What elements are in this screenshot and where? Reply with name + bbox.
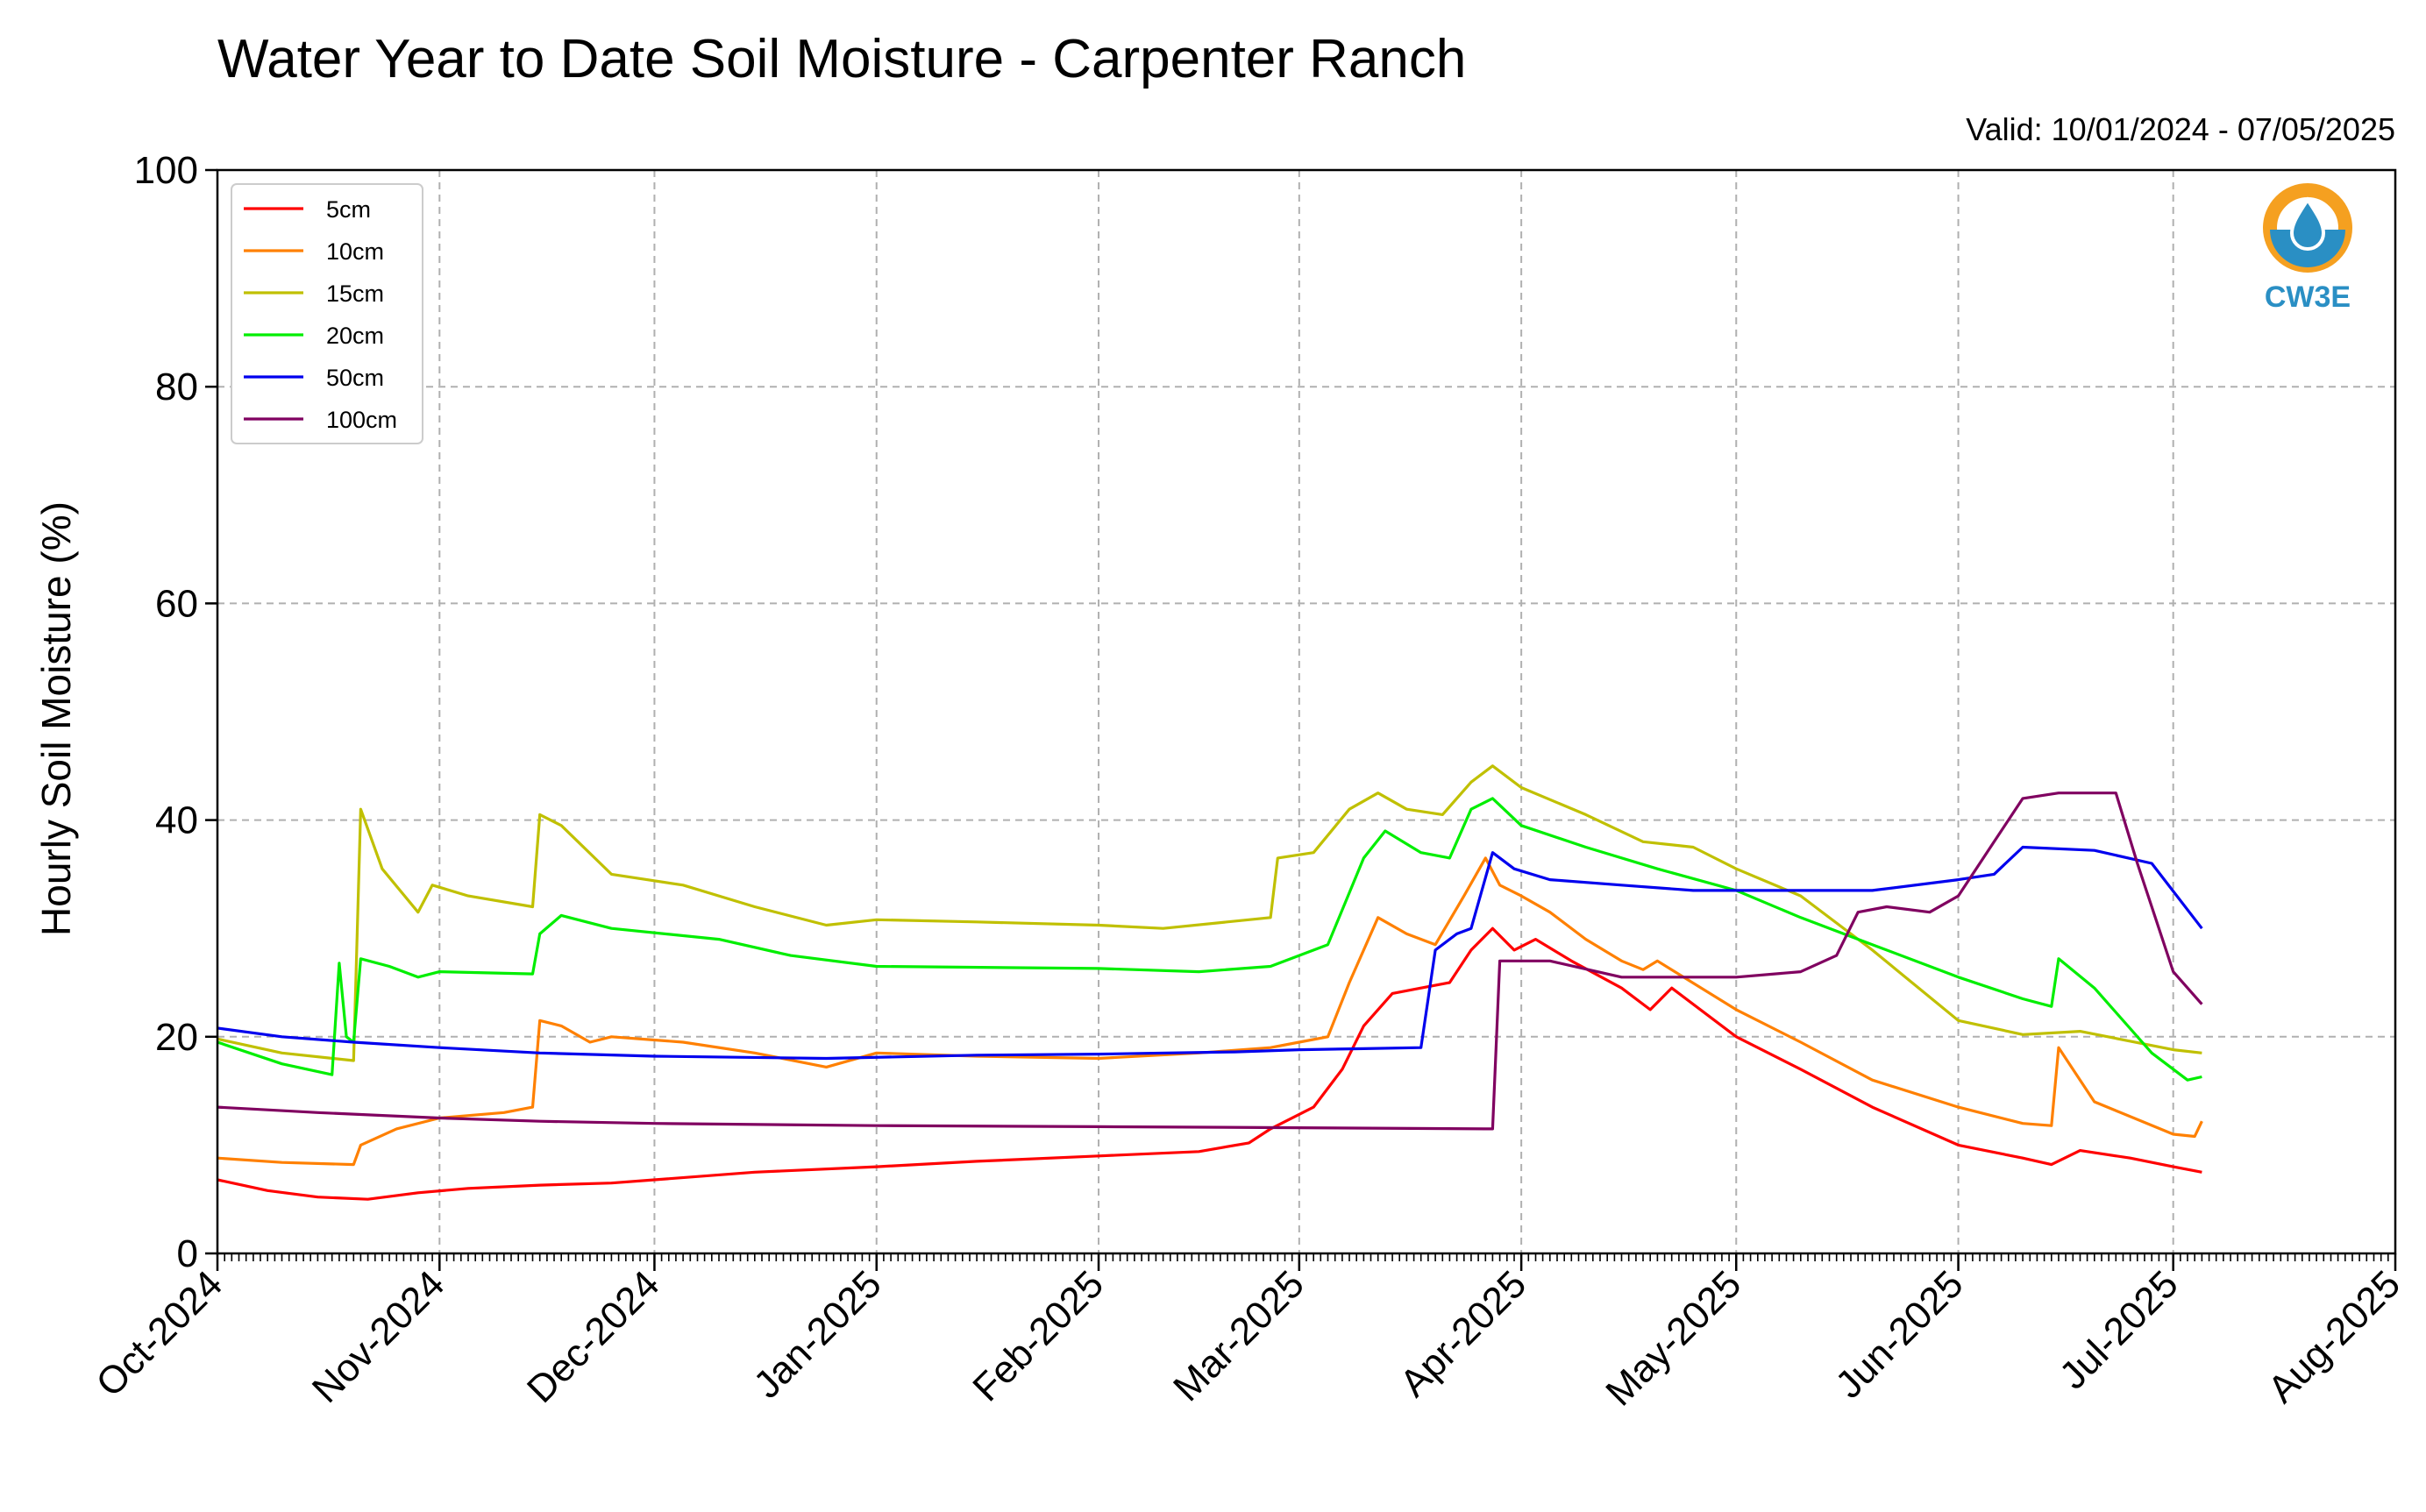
chart-title: Water Year to Date Soil Moisture - Carpe… xyxy=(217,29,1466,89)
y-tick-labels: 0 20 40 60 80 100 xyxy=(134,149,198,1275)
y-tick-label: 60 xyxy=(155,582,198,625)
y-tick-label: 100 xyxy=(134,149,198,192)
logo-text: CW3E xyxy=(2265,280,2351,314)
x-tick-labels: Oct-2024 Nov-2024 Dec-2024 Jan-2025 Feb-2025… xyxy=(88,1262,2408,1414)
x-tick-label: Mar-2025 xyxy=(1165,1262,1313,1409)
y-tick-label: 0 xyxy=(177,1232,198,1275)
x-tick-label: May-2025 xyxy=(1597,1262,1749,1414)
x-tick-label: Jun-2025 xyxy=(1827,1262,1971,1406)
series-line-5cm xyxy=(217,926,2202,1201)
y-axis-label: Hourly Soil Moisture (%) xyxy=(33,501,79,936)
legend: 5cm 10cm 15cm 20cm 50cm 100cm xyxy=(231,183,423,444)
x-tick-label: Aug-2025 xyxy=(2259,1262,2408,1411)
legend-label-100cm: 100cm xyxy=(326,407,397,433)
series-group xyxy=(217,764,2203,1201)
series-line-100cm xyxy=(217,791,2203,1131)
x-tick-label: Feb-2025 xyxy=(964,1262,1112,1409)
y-tick-label: 20 xyxy=(155,1016,198,1059)
series-line-15cm xyxy=(217,764,2202,1062)
x-tick-label: Oct-2024 xyxy=(88,1262,231,1405)
y-tick-label: 80 xyxy=(155,366,198,408)
plot-frame xyxy=(216,168,2397,1255)
legend-label-20cm: 20cm xyxy=(326,323,384,349)
cw3e-logo: CW3E xyxy=(2263,183,2352,314)
x-tick-label: Dec-2024 xyxy=(519,1262,668,1411)
valid-range-label: Valid: 10/01/2024 - 07/05/2025 xyxy=(1966,111,2395,147)
series-line-10cm xyxy=(217,856,2203,1167)
x-tick-label: Nov-2024 xyxy=(304,1262,453,1411)
x-tick-label: Apr-2025 xyxy=(1392,1262,1535,1405)
legend-label-15cm: 15cm xyxy=(326,280,384,307)
x-minor-ticks xyxy=(217,1253,2396,1261)
grid-lines xyxy=(217,170,2395,1253)
water-drop-icon xyxy=(2289,196,2326,251)
legend-label-5cm: 5cm xyxy=(326,196,371,223)
series-line-20cm xyxy=(217,797,2202,1082)
legend-label-10cm: 10cm xyxy=(326,238,384,265)
y-tick-label: 40 xyxy=(155,799,198,842)
legend-label-50cm: 50cm xyxy=(326,365,384,391)
x-tick-label: Jan-2025 xyxy=(745,1262,889,1406)
x-tick-label: Jul-2025 xyxy=(2052,1262,2187,1397)
axis-ticks xyxy=(205,168,2397,1271)
series-line-50cm xyxy=(217,845,2203,1061)
legend-box xyxy=(231,183,423,444)
